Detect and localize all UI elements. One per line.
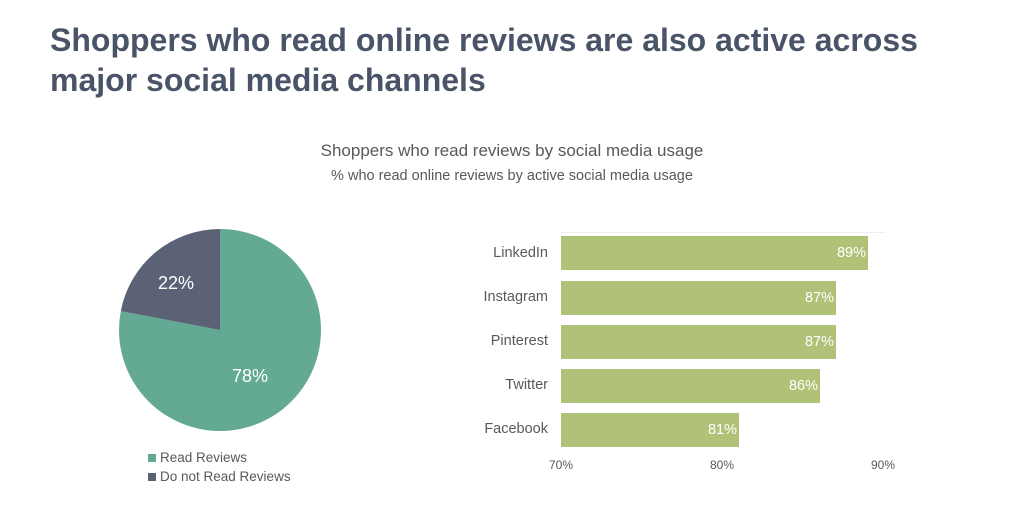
legend-item-do-not-read-reviews: Do not Read Reviews [148,467,291,486]
legend-swatch-do-not-read-reviews [148,472,156,481]
legend-label: Do not Read Reviews [160,469,291,484]
bar-twitter: 86% [561,369,820,403]
legend-label: Read Reviews [160,450,248,465]
bar-facebook: 81% [561,413,739,447]
pie-slice-read-reviews [119,229,322,431]
pie-label-do-not-read-reviews: 22% [158,273,194,293]
page-title: Shoppers who read online reviews are als… [50,22,918,98]
chart-title: Shoppers who read reviews by social medi… [320,141,704,160]
gridline [561,232,885,233]
category-label: Pinterest [490,333,548,349]
x-tick: 90% [870,458,896,472]
x-tick: 70% [548,458,574,472]
bar-value: 86% [788,378,818,394]
category-label: Facebook [484,421,548,437]
pie-label-read-reviews: 78% [232,366,268,386]
bar-instagram: 87% [561,281,836,315]
category-label: Twitter [505,377,548,393]
bar-value: 89% [836,245,866,261]
bar-value: 87% [804,290,834,306]
pie-slice-do-not-read-reviews [120,229,220,330]
bar-value: 81% [707,422,737,438]
category-label: LinkedIn [493,245,548,261]
bar-value: 87% [804,334,834,350]
legend-swatch-read-reviews [148,453,156,462]
x-tick: 80% [709,458,735,472]
legend-item-read-reviews: Read Reviews [148,448,291,467]
bar-linkedin: 89% [561,236,868,270]
bar-pinterest: 87% [561,325,836,359]
category-label: Instagram [483,289,548,305]
pie-legend: Read Reviews Do not Read Reviews [148,448,291,486]
chart-subtitle: % who read online reviews by active soci… [331,168,693,184]
